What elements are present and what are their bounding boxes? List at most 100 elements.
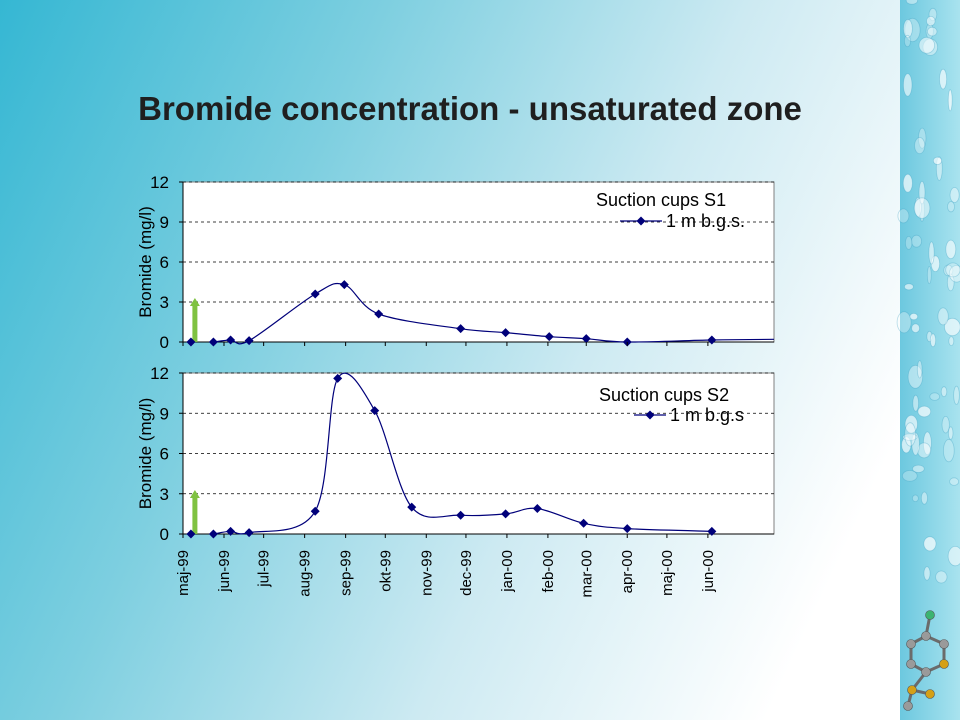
data-point — [707, 526, 717, 536]
y-tick-label: 0 — [160, 525, 169, 544]
x-tick-label: mar-00 — [578, 550, 595, 598]
data-point — [532, 504, 542, 514]
arrow-annotation — [192, 494, 198, 534]
data-point — [339, 280, 349, 290]
water-drop — [902, 173, 913, 193]
water-drop — [905, 0, 918, 5]
legend-title: Suction cups S2 — [599, 385, 729, 405]
water-drop — [903, 73, 913, 97]
water-drop — [949, 477, 959, 486]
water-drop — [907, 364, 924, 389]
water-strip — [900, 0, 960, 720]
data-point — [310, 289, 320, 299]
x-tick-label: sep-99 — [338, 550, 355, 596]
water-drop — [949, 187, 960, 203]
data-point — [186, 529, 196, 539]
legend-marker — [636, 216, 646, 226]
water-drop — [914, 137, 926, 155]
water-drop — [945, 239, 957, 260]
y-tick-label: 12 — [150, 364, 169, 383]
y-tick-label: 9 — [160, 213, 169, 232]
water-drop — [923, 536, 937, 552]
water-drop — [943, 264, 954, 277]
y-tick-label: 3 — [160, 293, 169, 312]
water-drop — [916, 360, 923, 379]
water-drop — [937, 307, 949, 326]
water-drop — [923, 566, 931, 581]
water-drop — [918, 127, 927, 149]
water-drop — [929, 333, 937, 348]
water-drop — [901, 436, 912, 454]
molecule-atom — [903, 701, 913, 711]
legend-title: Suction cups S1 — [596, 190, 726, 210]
data-point — [501, 328, 511, 338]
water-drop — [929, 392, 940, 401]
water-drop — [940, 386, 948, 398]
data-point — [374, 309, 384, 319]
legend-entry-2: 2 m b.g.s — [670, 432, 740, 451]
water-drop — [904, 422, 917, 447]
chart-panel-1: 0 3 6 9 12 Bromide (mg/l) Suction cups S11 m b… — [136, 173, 775, 352]
legend-entry-1: 1 m b.g.s. — [666, 211, 745, 231]
y-tick-label: 12 — [150, 173, 169, 192]
molecule-atom — [906, 639, 916, 649]
data-point — [622, 524, 632, 534]
data-point — [544, 332, 554, 342]
x-tick-label: nov-99 — [418, 550, 435, 596]
water-drop — [923, 431, 932, 456]
legend-entry-2: 2 m b.g.s — [666, 238, 736, 257]
x-tick-label: aug-99 — [297, 550, 314, 597]
water-drop — [909, 312, 919, 321]
data-point — [186, 337, 196, 347]
water-drop — [912, 464, 925, 473]
data-point — [456, 324, 466, 334]
y-tick-label: 3 — [160, 485, 169, 504]
water-drop — [904, 283, 914, 291]
water-drop — [904, 414, 918, 434]
water-drop — [896, 311, 912, 334]
data-point — [244, 336, 254, 346]
water-drop — [932, 156, 943, 165]
water-drop — [905, 235, 913, 250]
data-point — [456, 510, 466, 520]
data-point — [501, 509, 511, 519]
x-tick-label: jan-00 — [499, 550, 516, 593]
x-tick-label: dec-99 — [458, 550, 475, 596]
y-axis-label: Bromide (mg/l) — [136, 206, 155, 317]
water-drop — [941, 416, 950, 434]
x-tick-label: jul-99 — [256, 550, 273, 588]
water-drop — [928, 241, 935, 265]
y-tick-label: 9 — [160, 404, 169, 423]
water-drop — [946, 273, 955, 292]
water-drop — [939, 68, 948, 90]
x-tick-label: feb-00 — [540, 550, 557, 593]
water-drop — [920, 491, 928, 505]
water-drop — [948, 336, 955, 347]
y-axis-label: Bromide (mg/l) — [136, 398, 155, 509]
data-point — [581, 334, 591, 344]
decorative-strip — [896, 0, 960, 720]
water-drop — [953, 385, 960, 405]
water-drop — [944, 317, 960, 337]
water-drop — [947, 546, 960, 567]
water-drop — [948, 426, 954, 440]
y-tick-label: 6 — [160, 253, 169, 272]
molecule-atom — [921, 631, 931, 641]
water-drop — [911, 234, 923, 248]
data-point — [333, 373, 343, 383]
molecule-atom — [939, 639, 949, 649]
water-drop — [918, 36, 936, 54]
x-tick-label: jun-00 — [700, 550, 717, 593]
x-tick-label: maj-00 — [659, 550, 676, 596]
x-tick-label: okt-99 — [377, 550, 394, 592]
molecule-atom — [925, 610, 935, 620]
molecule-atom — [921, 667, 931, 677]
y-tick-label: 0 — [160, 333, 169, 352]
data-point — [226, 335, 236, 345]
water-drop — [945, 262, 960, 278]
water-drop — [897, 208, 910, 224]
water-drop — [926, 266, 932, 285]
x-tick-label: jun-99 — [216, 550, 233, 593]
